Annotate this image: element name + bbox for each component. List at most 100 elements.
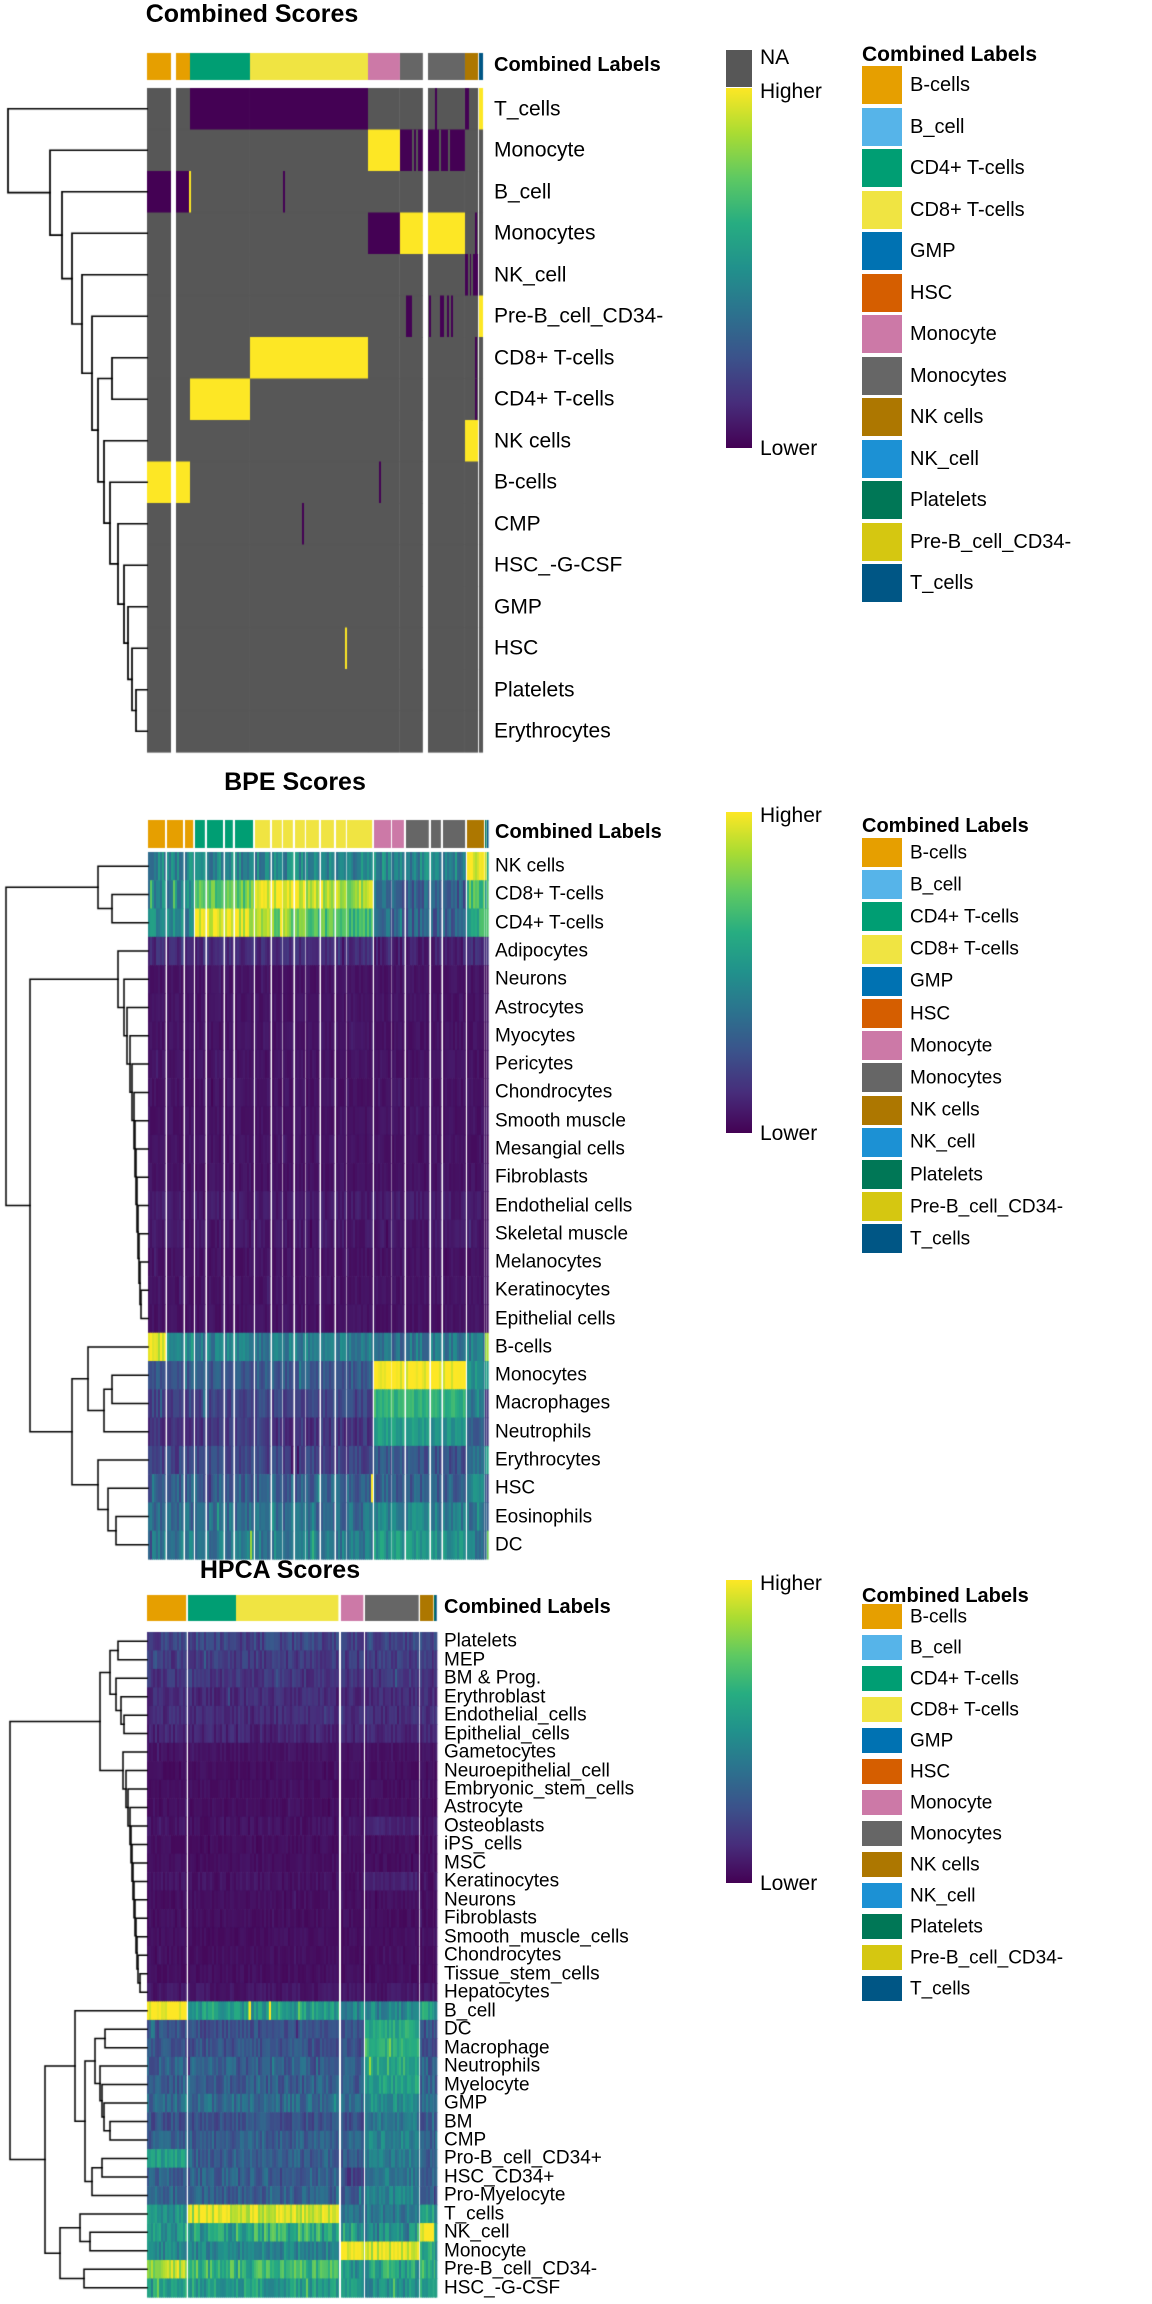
row-label: Erythroblast: [444, 1686, 546, 1708]
annotation-bar-label-0: Combined Labels: [494, 54, 661, 76]
legend-label: T_cells: [910, 1978, 971, 1999]
row-label: Monocyte: [444, 2240, 527, 2262]
legend-label: Pre-B_cell_CD34-: [910, 530, 1072, 553]
row-label: NK cells: [494, 429, 572, 453]
colorbar-gradient-0: [726, 88, 752, 448]
annotation-bar-label-2: Combined Labels: [444, 1596, 611, 1618]
row-label: Myocytes: [495, 1025, 576, 1047]
legend-label: T_cells: [910, 572, 974, 594]
row-label: Chondrocytes: [495, 1081, 613, 1103]
row-label: iPS_cells: [444, 1833, 523, 1855]
legend-swatch-Monocytes: [862, 1063, 902, 1093]
legend-swatch-NK_cell: [862, 439, 902, 478]
legend-swatch-Monocyte: [862, 315, 902, 353]
legend-label: Pre-B_cell_CD34-: [910, 1947, 1064, 1968]
section-title-combined-scores: Combined Scores: [145, 0, 359, 28]
legend-title-0: Combined Labels: [862, 43, 1038, 66]
legend-swatch-GMP: [862, 966, 902, 996]
row-label: HSC: [495, 1477, 536, 1499]
legend-label: Monocyte: [910, 1792, 993, 1813]
legend-label: B-cells: [910, 842, 968, 863]
legend-swatch-HSC: [862, 1759, 902, 1784]
legend-swatch-B_cell: [862, 1635, 902, 1660]
row-label: MEP: [444, 1649, 486, 1671]
legend-swatch-B-cells: [862, 1604, 902, 1629]
legend-swatch-B_cell: [862, 870, 902, 900]
legend-swatch-Pre-B_cell_CD34-: [862, 1945, 902, 1970]
row-label: CD8+ T-cells: [495, 883, 604, 905]
row-label: B_cell: [494, 180, 552, 204]
annotation-bar-label-1: Combined Labels: [495, 821, 662, 843]
legend-swatch-T_cells: [862, 1976, 902, 2001]
legend-label: Monocyte: [910, 323, 997, 345]
row-label: Astrocyte: [444, 1796, 524, 1818]
row-label: Pro-B_cell_CD34+: [444, 2147, 602, 2169]
legend-label: Platelets: [910, 489, 987, 511]
row-label: NK_cell: [494, 263, 567, 287]
legend-label: CD4+ T-cells: [910, 906, 1019, 928]
colorbar-lower-label-2: Lower: [760, 1872, 818, 1895]
row-label: Pre-B_cell_CD34-: [444, 2258, 598, 2280]
legend-swatch-B-cells: [862, 838, 902, 867]
row-label: Neurons: [444, 1889, 516, 1911]
row-label: BM & Prog.: [444, 1667, 542, 1689]
row-label: HSC_CD34+: [444, 2166, 555, 2188]
legend-label: CD8+ T-cells: [910, 198, 1025, 221]
row-label: Monocyte: [494, 138, 586, 162]
row-label: NK_cell: [444, 2221, 510, 2243]
legend-swatch-NK_cell: [862, 1883, 902, 1908]
row-label: MSC: [444, 1852, 487, 1874]
legend-swatch-NK cells: [862, 1095, 902, 1125]
colorbar-lower-label-1: Lower: [760, 1122, 818, 1145]
row-label: B-cells: [494, 470, 558, 494]
legend-label: B-cells: [910, 74, 971, 96]
section-title-bpe-scores: BPE Scores: [224, 768, 366, 796]
row-label: Skeletal muscle: [495, 1223, 629, 1245]
row-label: Tissue_stem_cells: [444, 1963, 600, 1985]
row-label: Gametocytes: [444, 1741, 556, 1763]
legend-swatch-Platelets: [862, 1160, 902, 1189]
row-label: BM: [444, 2111, 473, 2132]
row-label: Pericytes: [495, 1053, 574, 1075]
row-label: DC: [495, 1534, 523, 1556]
legend-label: Monocyte: [910, 1035, 993, 1057]
row-label: Myelocyte: [444, 2074, 530, 2096]
row-label: CD4+ T-cells: [495, 912, 604, 934]
row-label: Smooth muscle: [495, 1110, 626, 1132]
row-label: Keratinocytes: [444, 1870, 560, 1892]
row-label: Mesangial cells: [495, 1138, 625, 1160]
row-label: Fibroblasts: [444, 1907, 537, 1929]
legend-label: CD8+ T-cells: [910, 938, 1019, 960]
row-label: Melanocytes: [495, 1251, 602, 1273]
row-label: Monocytes: [495, 1364, 587, 1386]
legend-swatch-CD4+ T-cells: [862, 1666, 902, 1691]
legend-swatch-Pre-B_cell_CD34-: [862, 1192, 902, 1222]
row-label: CMP: [444, 2129, 487, 2151]
legend-swatch-NK cells: [862, 398, 902, 436]
colorbar-gradient-2: [726, 1580, 752, 1883]
row-label: Neuroepithelial_cell: [444, 1760, 610, 1782]
colorbar-lower-label-0: Lower: [760, 437, 818, 460]
row-label: Adipocytes: [495, 940, 588, 962]
legend-label: GMP: [910, 1730, 954, 1751]
row-label: Platelets: [494, 678, 575, 702]
colorbar-na-swatch-0: [726, 50, 752, 87]
legend-label: HSC: [910, 1761, 951, 1782]
legend-title-1: Combined Labels: [862, 815, 1029, 837]
legend-swatch-HSC: [862, 273, 902, 312]
legend-swatch-Pre-B_cell_CD34-: [862, 522, 902, 561]
legend-swatch-Platelets: [862, 1914, 902, 1939]
legend-label: CD8+ T-cells: [910, 1699, 1019, 1720]
colorbar-higher-label-0: Higher: [760, 80, 822, 103]
legend-swatch-Monocytes: [862, 1821, 902, 1846]
legend-swatch-CD4+ T-cells: [862, 149, 902, 187]
legend-swatch-GMP: [862, 232, 902, 270]
legend-label: NK_cell: [910, 1885, 976, 1906]
legend-swatch-HSC: [862, 999, 902, 1028]
row-label: Endothelial cells: [495, 1195, 633, 1216]
legend-swatch-GMP: [862, 1728, 902, 1753]
row-label: DC: [444, 2018, 472, 2040]
row-label: GMP: [494, 595, 542, 619]
row-label: Endothelial_cells: [444, 1704, 587, 1726]
